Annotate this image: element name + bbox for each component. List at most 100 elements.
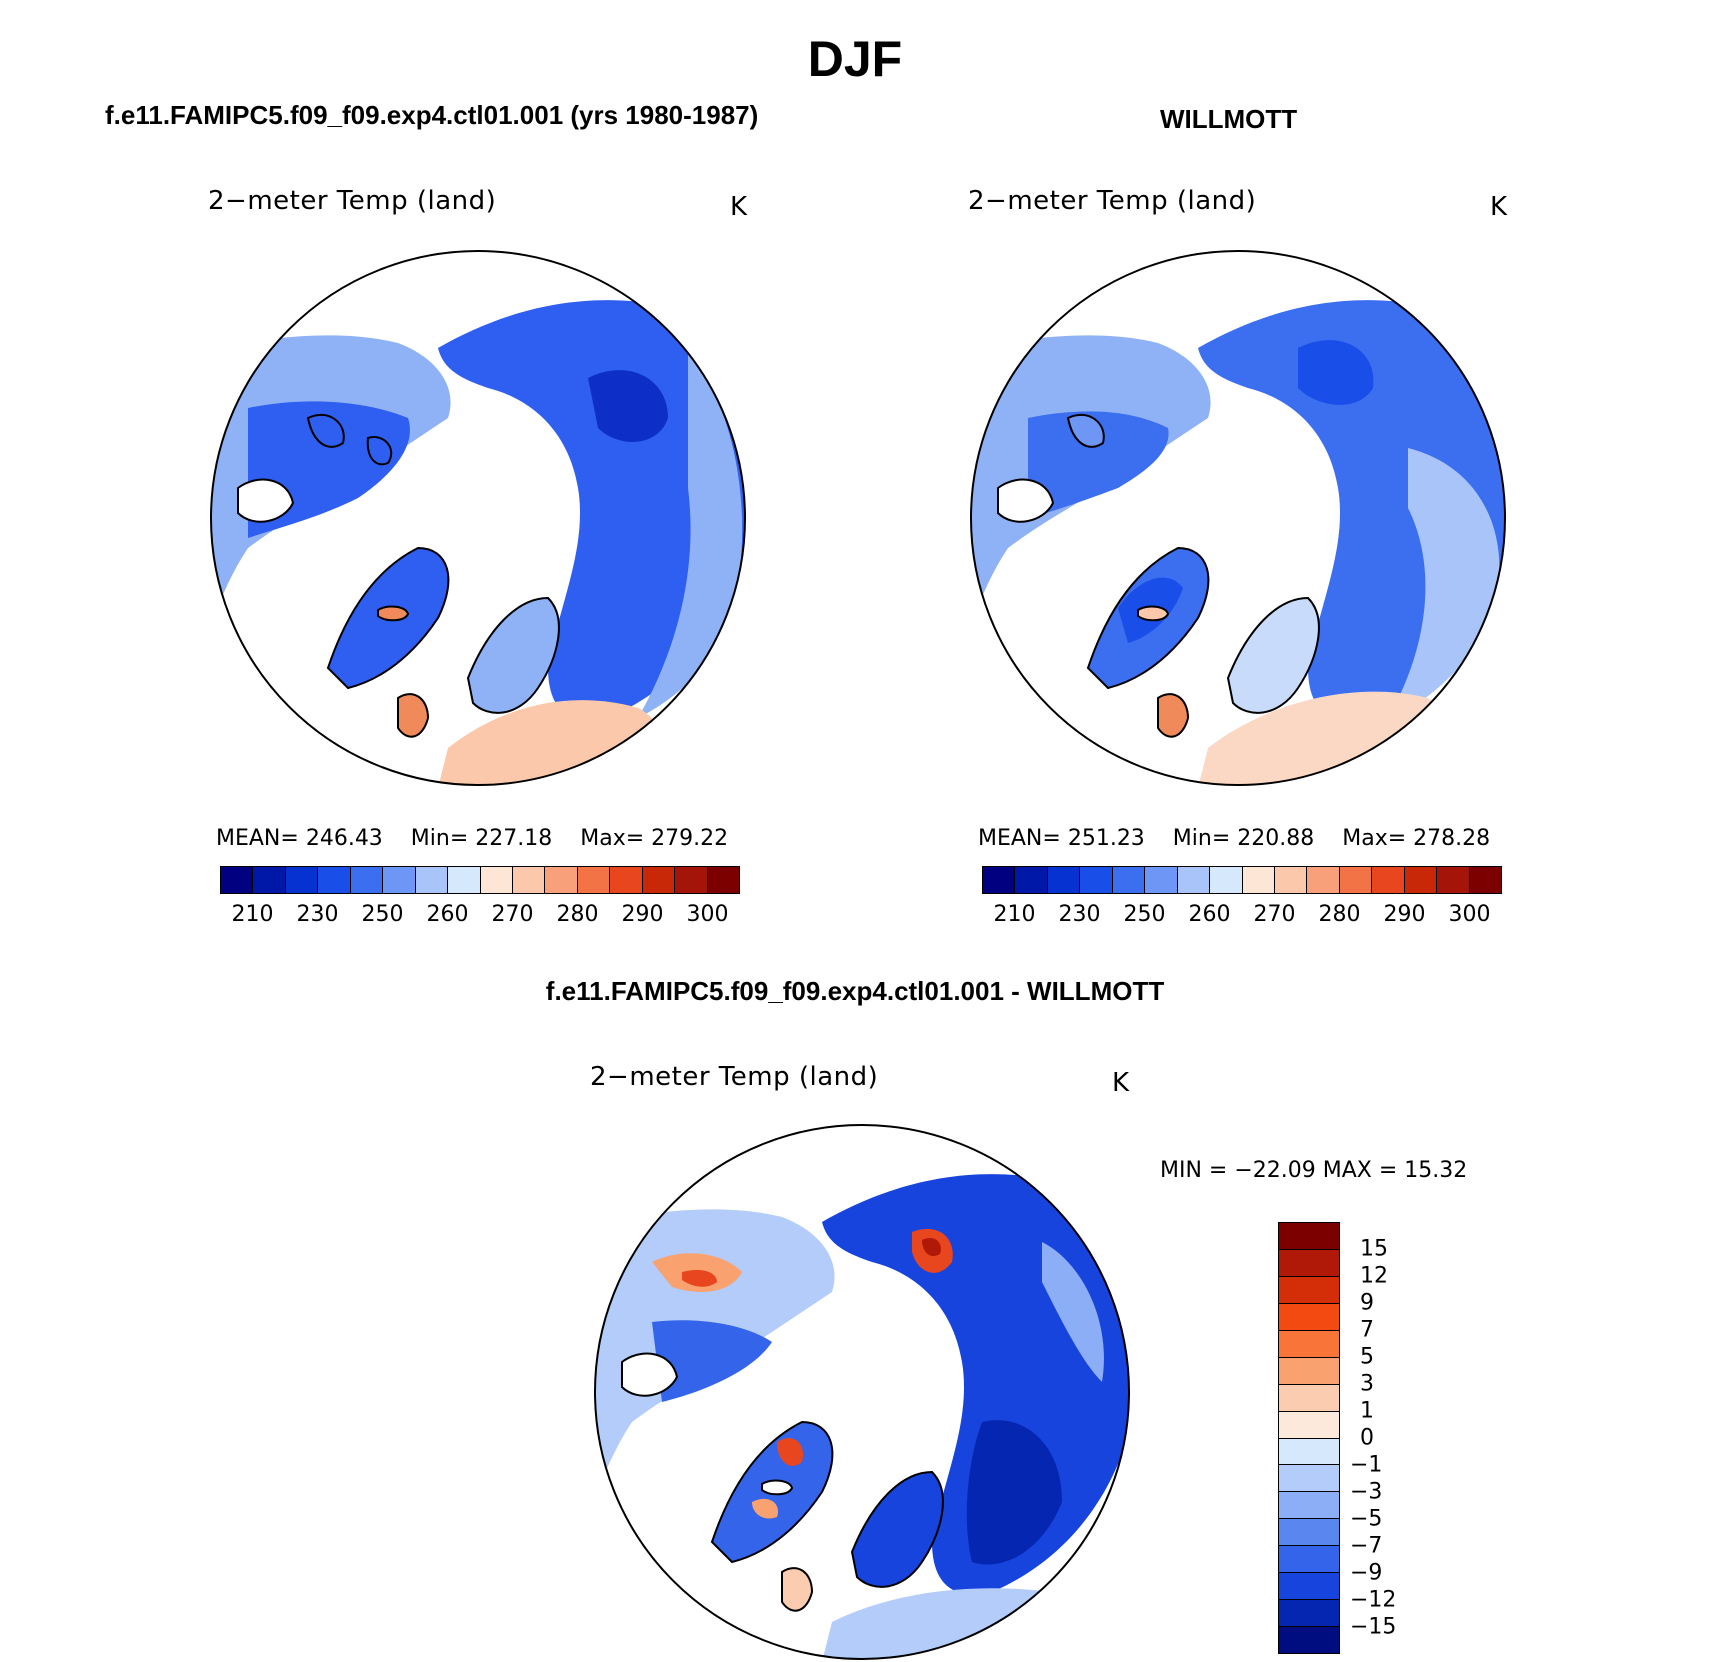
british-isles-land [781, 1567, 814, 1612]
obs-units-label: K [1490, 192, 1508, 222]
colorbar-swatch [1177, 867, 1211, 893]
colorbar-swatch [707, 867, 739, 893]
colorbar-tick-label: 270 [491, 902, 534, 927]
colorbar-swatch [545, 867, 578, 893]
colorbar-tick-label: 9 [1360, 1290, 1374, 1316]
colorbar-swatch [1279, 1330, 1339, 1358]
colorbar-tick-label: 280 [1318, 902, 1361, 927]
iceland-land [761, 1479, 794, 1496]
colorbar-tick-label: 270 [1253, 902, 1296, 927]
colorbar-swatch [1279, 1303, 1339, 1331]
colorbar-tick-label: 300 [686, 902, 729, 927]
colorbar-swatch [983, 867, 1016, 893]
iceland-land [377, 605, 410, 622]
colorbar-swatch [1210, 867, 1243, 893]
colorbar-swatch [1279, 1357, 1339, 1385]
obs-stats: MEAN= 251.23 Min= 220.88 Max= 278.28 [978, 826, 1491, 851]
colorbar-tick-label: −9 [1350, 1560, 1383, 1586]
main-title: DJF [807, 31, 903, 87]
british-isles-land [397, 693, 430, 738]
colorbar-swatch [1279, 1223, 1339, 1250]
colorbar-tick-label: 230 [1058, 902, 1101, 927]
colorbar-tick-label: −1 [1350, 1452, 1383, 1478]
colorbar-swatch [415, 867, 449, 893]
colorbar-swatch [1279, 1492, 1339, 1520]
colorbar-tick-label: −7 [1350, 1533, 1383, 1559]
model-polar-map [210, 250, 746, 786]
model-units-label: K [730, 192, 748, 222]
colorbar-swatch [480, 867, 513, 893]
obs-polar-map [970, 250, 1506, 786]
colorbar-swatch [1279, 1573, 1339, 1601]
colorbar-swatch [1279, 1546, 1339, 1574]
colorbar-swatch [1307, 867, 1340, 893]
colorbar-swatch [1279, 1411, 1339, 1439]
scandinavia-land [850, 1470, 944, 1588]
colorbar-tick-label: 290 [621, 902, 664, 927]
colorbar-tick-label: 210 [993, 902, 1036, 927]
model-variable-label: 2−meter Temp (land) [208, 186, 497, 216]
diff-colorbar [1278, 1222, 1340, 1654]
colorbar-tick-label: −15 [1350, 1614, 1397, 1640]
colorbar-swatch [675, 867, 708, 893]
scandinavia-land [466, 596, 560, 714]
colorbar-swatch [1279, 1276, 1339, 1304]
colorbar-tick-label: 290 [1383, 902, 1426, 927]
colorbar-tick-label: 3 [1360, 1371, 1374, 1397]
colorbar-tick-label: 280 [556, 902, 599, 927]
colorbar-swatch [1279, 1249, 1339, 1277]
colorbar-swatch [1372, 867, 1405, 893]
colorbar-tick-label: −5 [1350, 1506, 1383, 1532]
colorbar-swatch [512, 867, 546, 893]
obs-panel-title: WILLMOTT [1160, 104, 1298, 134]
diff-units-label: K [1112, 1068, 1130, 1098]
colorbar-swatch [642, 867, 676, 893]
model-colorbar [220, 866, 740, 894]
colorbar-tick-label: 250 [1123, 902, 1166, 927]
scandinavia-land [1226, 596, 1320, 714]
colorbar-swatch [1015, 867, 1048, 893]
colorbar-swatch [1279, 1627, 1339, 1653]
colorbar-tick-label: 300 [1448, 902, 1491, 927]
diff-variable-label: 2−meter Temp (land) [590, 1062, 879, 1092]
colorbar-swatch [318, 867, 351, 893]
colorbar-tick-label: 260 [1188, 902, 1231, 927]
colorbar-swatch [1279, 1519, 1339, 1547]
model-colorbar-labels: 210 230 250 260 270 280 290 300 [220, 902, 740, 932]
colorbar-tick-label: 250 [361, 902, 404, 927]
colorbar-swatch [221, 867, 254, 893]
colorbar-swatch [1339, 867, 1373, 893]
colorbar-swatch [1437, 867, 1470, 893]
colorbar-tick-label: 12 [1360, 1263, 1388, 1289]
colorbar-swatch [610, 867, 643, 893]
colorbar-swatch [577, 867, 611, 893]
colorbar-swatch [1279, 1465, 1339, 1493]
colorbar-swatch [1145, 867, 1178, 893]
colorbar-swatch [1274, 867, 1308, 893]
colorbar-tick-label: 7 [1360, 1317, 1374, 1343]
eurasia-land [438, 300, 745, 721]
colorbar-swatch [1112, 867, 1146, 893]
colorbar-tick-label: 0 [1360, 1425, 1374, 1451]
colorbar-swatch [253, 867, 286, 893]
colorbar-swatch [1279, 1438, 1339, 1466]
colorbar-tick-label: 230 [296, 902, 339, 927]
colorbar-swatch [1242, 867, 1275, 893]
diff-panel-title: f.e11.FAMIPC5.f09_f09.exp4.ctl01.001 - W… [545, 976, 1165, 1006]
iceland-land [1137, 605, 1170, 622]
obs-variable-label: 2−meter Temp (land) [968, 186, 1257, 216]
model-stats: MEAN= 246.43 Min= 227.18 Max= 279.22 [216, 826, 729, 851]
diff-minmax: MIN = −22.09 MAX = 15.32 [1160, 1158, 1468, 1183]
colorbar-tick-label: −3 [1350, 1479, 1383, 1505]
model-panel-title: f.e11.FAMIPC5.f09_f09.exp4.ctl01.001 (yr… [105, 100, 759, 130]
diff-colorbar-labels: 15 12 9 7 5 3 1 0 −1 −3 −5 −7 −9 −12 −15 [1350, 1222, 1430, 1654]
colorbar-swatch [1080, 867, 1113, 893]
colorbar-swatch [1047, 867, 1081, 893]
british-isles-land [1157, 693, 1190, 738]
colorbar-tick-label: −12 [1350, 1587, 1397, 1613]
diff-polar-map [594, 1124, 1130, 1660]
colorbar-swatch [1404, 867, 1438, 893]
colorbar-swatch [1469, 867, 1501, 893]
obs-colorbar [982, 866, 1502, 894]
colorbar-tick-label: 210 [231, 902, 274, 927]
